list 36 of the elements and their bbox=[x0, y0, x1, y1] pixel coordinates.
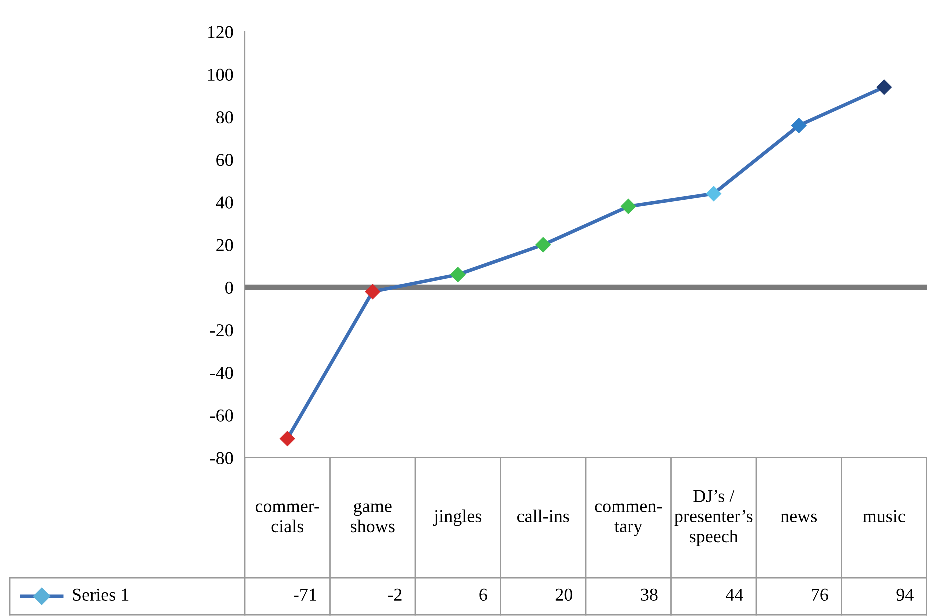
y-tick-label: 40 bbox=[216, 196, 234, 209]
point bbox=[706, 186, 722, 202]
point bbox=[365, 284, 380, 300]
y-tick-label: 80 bbox=[216, 111, 234, 124]
data-label: 44 bbox=[726, 588, 744, 601]
y-tick-label: 120 bbox=[208, 26, 234, 38]
y-tick-label: -40 bbox=[210, 367, 234, 380]
y-tick-label: -60 bbox=[210, 410, 234, 422]
data-label: 38 bbox=[641, 588, 658, 602]
y-tick-label: -20 bbox=[210, 324, 234, 337]
point bbox=[792, 118, 807, 134]
y-tick-label: 100 bbox=[208, 68, 234, 82]
x-tick-label: game shows bbox=[351, 502, 395, 533]
y-tick-label: 0 bbox=[226, 282, 234, 294]
y-tick-label: 60 bbox=[216, 154, 234, 166]
x-tick-label: commen- tary bbox=[595, 504, 662, 536]
legend-label: Series 1 bbox=[73, 588, 129, 602]
x-tick-label: news bbox=[780, 514, 818, 523]
y-tick-label: -80 bbox=[210, 452, 234, 464]
data-label: 20 bbox=[556, 588, 573, 602]
data-label: 6 bbox=[480, 588, 488, 602]
point bbox=[536, 237, 551, 253]
x-tick-label: call-ins bbox=[517, 510, 570, 523]
data-label: -71 bbox=[294, 588, 316, 601]
point bbox=[621, 199, 636, 214]
x-tick-label: music bbox=[863, 510, 906, 523]
data-label: 94 bbox=[896, 588, 914, 602]
x-tick-label: DJ’s / presenter’s speech bbox=[674, 490, 753, 546]
x-tick-label: commer- cials bbox=[256, 504, 320, 533]
point bbox=[280, 431, 296, 446]
x-tick-label: jingles bbox=[434, 510, 482, 526]
y-tick-label: 20 bbox=[216, 239, 234, 252]
data-label: 76 bbox=[812, 588, 828, 602]
point bbox=[876, 80, 892, 95]
data-label: -2 bbox=[388, 588, 402, 601]
point bbox=[450, 267, 466, 282]
